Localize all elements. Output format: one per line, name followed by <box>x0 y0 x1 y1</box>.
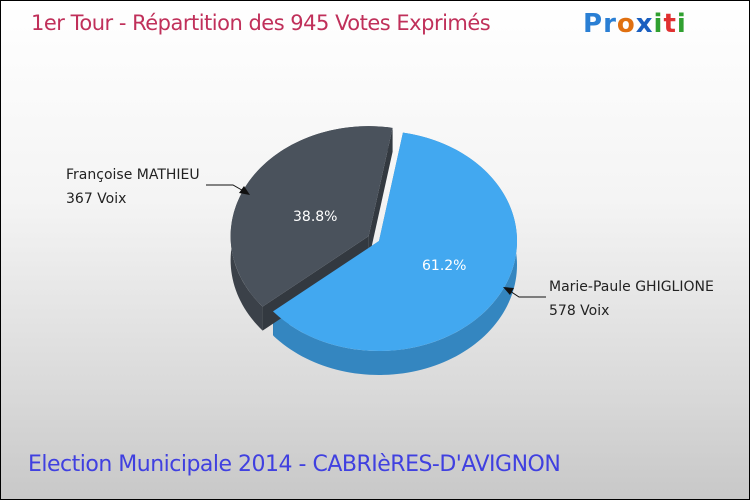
proxiti-logo: Proxiti <box>583 9 687 39</box>
slice-label-percent-1: 38.8% <box>293 209 337 225</box>
pie-slice-side-0 <box>273 132 517 375</box>
chart-subtitle: Election Municipale 2014 - CABRIèRES-D'A… <box>28 452 561 477</box>
pie-slice-wall-1-1 <box>368 127 393 261</box>
logo-letter: P <box>583 9 604 39</box>
logo-letter: t <box>663 9 677 39</box>
pie-slice-0 <box>272 132 517 351</box>
arrow-1 <box>239 186 250 195</box>
logo-letter: o <box>616 9 636 39</box>
pie-slice-1 <box>230 126 393 307</box>
legend-votes-1: 367 Voix <box>66 191 126 207</box>
legend-votes-0: 578 Voix <box>549 303 609 319</box>
logo-letter: i <box>653 9 664 39</box>
slice-label-percent-0: 61.2% <box>422 258 466 274</box>
chart-title: 1er Tour - Répartition des 945 Votes Exp… <box>31 11 491 35</box>
legend-name-0: Marie-Paule GHIGLIONE <box>549 279 714 295</box>
logo-letter: r <box>603 9 617 39</box>
arrow-0 <box>503 287 514 295</box>
logo-letter: i <box>676 9 687 39</box>
logo-letter: x <box>635 9 654 39</box>
legend-name-1: Françoise MATHIEU <box>66 167 200 183</box>
